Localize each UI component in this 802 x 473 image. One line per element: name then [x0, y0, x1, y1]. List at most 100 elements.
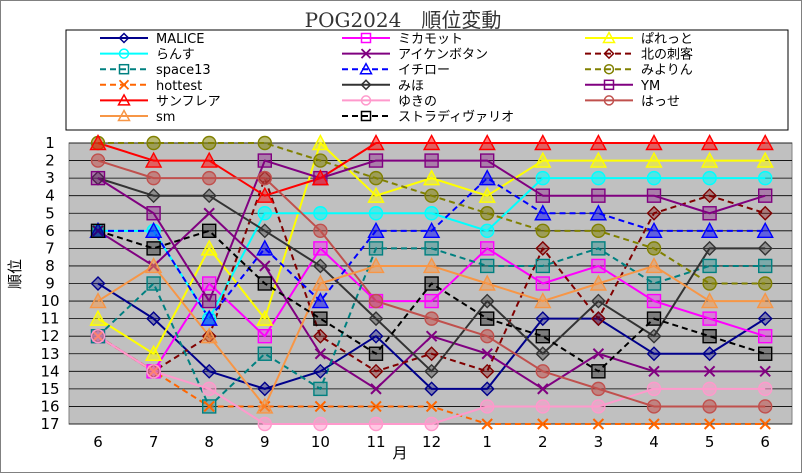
point-s2-6 — [422, 169, 441, 186]
point-s3-7 — [480, 223, 495, 239]
point-s2-5 — [367, 186, 385, 203]
x-tick-label-1: 7 — [149, 433, 159, 451]
point-s11-0 — [90, 170, 106, 186]
point-s4-7 — [481, 348, 493, 360]
point-s10-1 — [146, 188, 162, 204]
point-s14-9 — [591, 381, 606, 397]
point-s7-10 — [645, 221, 663, 239]
x-tick-label-2: 8 — [204, 433, 214, 451]
point-s13-10 — [646, 381, 662, 397]
x-tick-label-5: 11 — [366, 433, 385, 451]
legend-marker-16 — [360, 110, 372, 122]
legend-marker-14 — [603, 95, 615, 106]
y-tick-label-9: 9 — [45, 275, 55, 293]
y-tick-label-7: 7 — [45, 239, 55, 257]
point-s16-6 — [424, 276, 439, 291]
point-s5-9 — [590, 311, 606, 327]
point-s8-7 — [480, 206, 495, 221]
point-s15-4 — [311, 274, 330, 291]
point-s6-8 — [535, 258, 550, 274]
point-s12-1 — [144, 151, 163, 168]
point-s11-10 — [646, 188, 662, 203]
point-s4-2 — [203, 207, 215, 219]
legend-marker-9 — [118, 79, 130, 90]
point-s4-11 — [703, 365, 716, 378]
x-tick-label-6: 12 — [422, 433, 441, 451]
point-s14-8 — [535, 364, 550, 379]
point-s2-9 — [589, 151, 608, 168]
point-s14-4 — [313, 223, 328, 239]
legend-marker-6 — [118, 63, 130, 75]
point-s14-0 — [90, 153, 106, 168]
point-s7-6 — [422, 221, 441, 239]
point-s1-9 — [591, 258, 606, 274]
point-s0-11 — [702, 346, 718, 362]
point-s4-3 — [259, 260, 271, 272]
point-s10-7 — [479, 293, 495, 309]
point-s14-10 — [646, 399, 662, 414]
point-s9-2 — [203, 400, 215, 413]
point-s11-9 — [591, 188, 606, 203]
point-s4-4 — [314, 348, 327, 360]
point-s16-12 — [758, 346, 773, 361]
point-s16-4 — [313, 311, 328, 326]
legend-label-5: 北の刺客 — [641, 47, 693, 63]
x-tick-label-9: 3 — [594, 433, 604, 451]
series-line-16 — [97, 229, 766, 373]
point-s3-5 — [368, 206, 384, 221]
point-s14-1 — [146, 170, 161, 186]
point-s4-6 — [425, 330, 438, 342]
point-s8-10 — [646, 241, 662, 256]
point-s14-3 — [257, 170, 272, 186]
point-s12-8 — [534, 134, 552, 151]
point-s7-9 — [589, 204, 608, 221]
point-s6-3 — [257, 346, 272, 361]
point-s8-6 — [424, 188, 439, 203]
point-s10-6 — [424, 363, 440, 379]
point-s1-10 — [646, 293, 662, 309]
point-s4-12 — [759, 365, 771, 378]
y-tick-label-3: 3 — [45, 169, 55, 187]
x-tick-label-11: 5 — [705, 433, 715, 451]
point-s15-0 — [89, 292, 107, 309]
point-s10-12 — [757, 240, 773, 256]
point-s0-7 — [479, 381, 495, 397]
point-s16-9 — [591, 364, 606, 379]
point-s4-5 — [370, 383, 382, 395]
point-s2-12 — [756, 151, 774, 168]
point-s10-8 — [535, 346, 551, 362]
point-s11-12 — [758, 188, 773, 203]
point-s11-5 — [368, 153, 384, 168]
y-tick-label-14: 14 — [40, 362, 59, 380]
point-s11-7 — [480, 153, 495, 168]
point-s10-11 — [702, 240, 718, 256]
point-s6-6 — [424, 241, 439, 256]
point-s15-5 — [367, 256, 385, 274]
point-s0-12 — [757, 311, 773, 327]
point-s7-5 — [367, 221, 385, 239]
legend-label-16: ストラディヴァリオ — [398, 109, 514, 125]
point-s6-7 — [480, 258, 495, 274]
y-tick-label-10: 10 — [40, 292, 59, 310]
legend-label-13: ゆきの — [398, 94, 437, 109]
y-tick-label-12: 12 — [40, 327, 59, 345]
point-s0-2 — [201, 363, 217, 379]
point-s1-2 — [201, 276, 217, 291]
y-tick-label-2: 2 — [45, 152, 55, 170]
point-s5-6 — [424, 346, 440, 362]
point-s2-3 — [256, 309, 274, 326]
point-s13-6 — [424, 416, 439, 432]
point-s4-8 — [537, 383, 549, 395]
point-s16-3 — [257, 276, 272, 291]
point-s12-4 — [311, 169, 330, 186]
point-s0-3 — [257, 381, 273, 397]
point-s9-8 — [537, 418, 549, 430]
point-s8-4 — [313, 153, 328, 168]
series-line-11 — [97, 159, 766, 303]
legend-marker-7 — [359, 62, 373, 75]
legend-label-6: space13 — [156, 63, 211, 78]
point-s12-0 — [89, 134, 107, 151]
y-tick-label-1: 1 — [45, 134, 55, 152]
